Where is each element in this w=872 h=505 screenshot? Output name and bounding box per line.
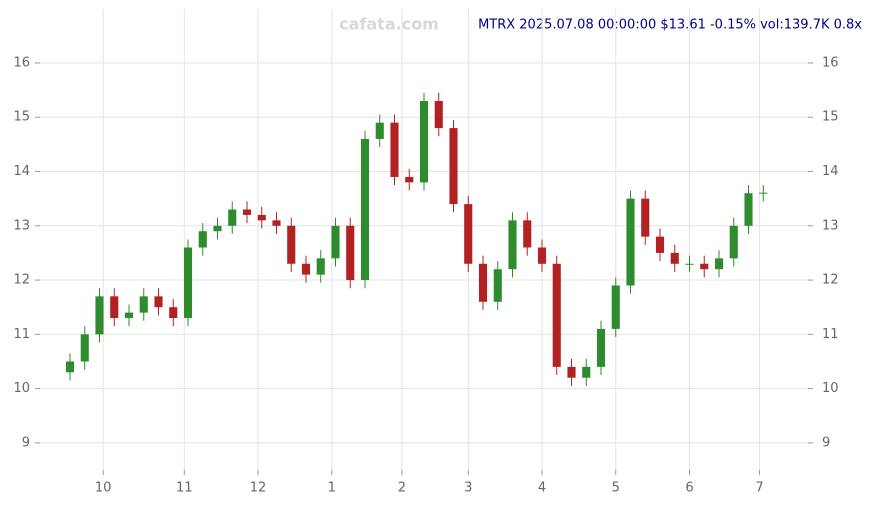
- x-tick-label: 12: [250, 481, 267, 496]
- candle-body: [360, 138, 370, 281]
- candle-body: [375, 122, 384, 139]
- candle-body: [596, 328, 606, 367]
- candle-body: [169, 307, 178, 319]
- candle-body: [670, 252, 679, 264]
- candle-body: [478, 263, 488, 302]
- candle-body: [139, 296, 148, 313]
- candle-body: [655, 236, 665, 253]
- candle-body: [95, 296, 104, 335]
- candle-body: [213, 225, 222, 232]
- candle-body: [257, 214, 266, 221]
- y-tick-label: 13: [13, 218, 30, 233]
- x-tick-label: 11: [176, 481, 193, 496]
- x-tick-label: 1: [328, 481, 336, 496]
- candle-body: [537, 247, 547, 264]
- candle-body: [685, 263, 694, 265]
- y-tick-label: 12: [13, 273, 30, 288]
- candle-body: [80, 334, 89, 362]
- y-tick-label: 16: [822, 55, 839, 70]
- candle-body: [700, 263, 709, 270]
- x-tick-label: 10: [95, 481, 112, 496]
- candle-body: [582, 366, 591, 378]
- candle-body: [346, 225, 355, 281]
- x-tick-label: 4: [538, 481, 546, 496]
- candle-body: [198, 231, 207, 248]
- candle-body: [508, 220, 517, 270]
- candle-body: [316, 258, 325, 275]
- y-tick-label: 12: [822, 273, 839, 288]
- y-tick-label: 14: [13, 164, 30, 179]
- y-tick-label: 15: [822, 110, 839, 125]
- candle-body: [464, 204, 473, 264]
- y-tick-label: 10: [13, 381, 30, 396]
- chart-title: MTRX 2025.07.08 00:00:00 $13.61 -0.15% v…: [478, 18, 862, 33]
- y-tick-label: 14: [822, 164, 839, 179]
- candle-body: [434, 100, 443, 129]
- y-tick-label: 9: [822, 435, 830, 450]
- y-tick-label: 13: [822, 218, 839, 233]
- watermark: cafata.com: [339, 15, 439, 34]
- candle-body: [183, 247, 193, 319]
- candle-body: [301, 263, 311, 275]
- candle-body: [419, 100, 429, 183]
- candle-body: [552, 263, 561, 367]
- y-tick-label: 11: [822, 327, 839, 342]
- candle-body: [405, 176, 414, 183]
- candle-body: [272, 220, 281, 226]
- candle-body: [331, 225, 340, 259]
- candle-body: [154, 296, 163, 308]
- candle-body: [65, 361, 75, 373]
- candle-body: [242, 209, 252, 215]
- x-tick-label: 3: [464, 481, 472, 496]
- candle-body: [714, 258, 724, 270]
- candle-body: [641, 198, 650, 237]
- candle-body: [390, 122, 399, 177]
- x-tick-label: 2: [398, 481, 406, 496]
- candle-body: [744, 193, 753, 226]
- candle-body: [759, 192, 768, 194]
- y-tick-label: 15: [13, 110, 30, 125]
- y-tick-label: 10: [822, 381, 839, 396]
- x-tick-label: 5: [612, 481, 620, 496]
- candle-body: [567, 366, 576, 378]
- candle-body: [493, 269, 502, 302]
- candle-body: [287, 225, 296, 264]
- candle-body: [124, 312, 134, 319]
- candle-body: [611, 285, 620, 329]
- candle-body: [228, 209, 237, 226]
- y-tick-label: 11: [13, 327, 30, 342]
- candle-body: [729, 225, 738, 259]
- candle-body: [449, 128, 458, 205]
- candle-body: [523, 220, 532, 248]
- x-tick-label: 6: [685, 481, 693, 496]
- y-tick-label: 9: [22, 435, 30, 450]
- candle-body: [110, 296, 119, 319]
- y-tick-label: 16: [13, 55, 30, 70]
- candle-body: [626, 198, 635, 286]
- x-tick-label: 7: [755, 481, 763, 496]
